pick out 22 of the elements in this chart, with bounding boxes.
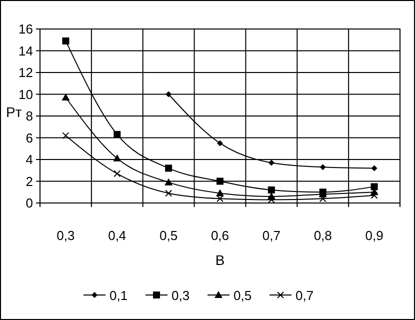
x-tick-label: 0,7 [262,228,280,243]
legend-label: 0,7 [296,288,314,303]
y-axis-title: Рт [6,104,22,120]
legend-label: 0,1 [110,288,128,303]
y-tick-label: 0 [26,196,33,210]
x-tick-label: 0,8 [314,228,332,243]
x-tick-label: 0,6 [210,228,230,243]
x-tick-label: 0,3 [56,228,75,243]
x-tick-label: 0,4 [108,228,126,243]
y-tick-label: 14 [18,43,33,58]
y-tick-label: 4 [26,152,33,167]
x-tick-label: 0,9 [365,228,384,243]
legend-label: 0,5 [234,288,252,303]
y-tick-label: 6 [26,130,33,146]
x-axis-title: В [215,252,225,268]
y-tick-label: 12 [18,65,33,80]
y-tick-label: 2 [26,174,33,189]
y-tick-label: 16 [18,22,33,36]
x-tick-label: 0,5 [160,228,178,243]
legend-label: 0,3 [172,288,190,303]
y-tick-label: 10 [18,86,33,102]
y-tick-label: 8 [26,108,33,124]
